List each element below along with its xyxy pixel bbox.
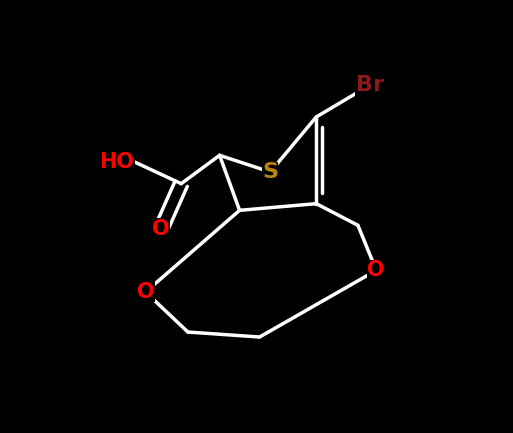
Text: HO: HO (100, 152, 134, 172)
Text: S: S (262, 162, 278, 182)
Text: O: O (152, 219, 170, 239)
Text: O: O (137, 282, 154, 302)
Text: O: O (367, 260, 385, 280)
Text: Br: Br (356, 75, 384, 95)
